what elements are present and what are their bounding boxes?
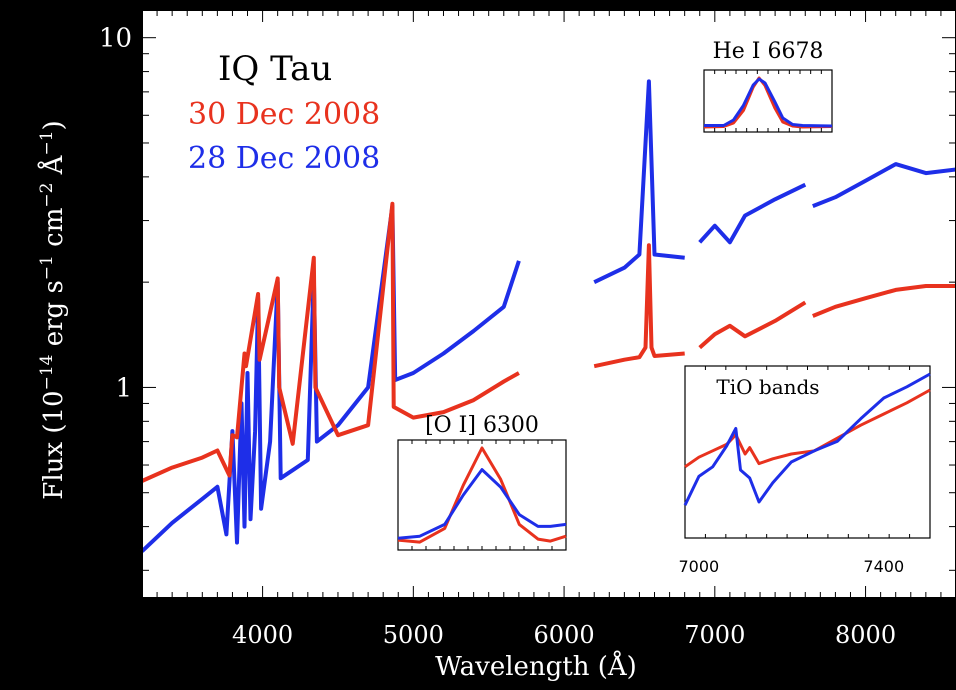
x-tick-label: 6000 bbox=[534, 621, 595, 649]
inset-tick-label: 6320 bbox=[524, 570, 565, 589]
object-label: IQ Tau bbox=[218, 49, 332, 89]
series-line-30-dec-2008-seg-0 bbox=[141, 201, 520, 483]
inset-frame bbox=[703, 69, 833, 133]
inset-tick-label: 6280 bbox=[399, 570, 440, 589]
series-line-30-dec-2008-seg-2 bbox=[698, 300, 807, 350]
inset-panels: He I 6678 6660 6700 [O I] 6300 6280 6320 TiO b… bbox=[397, 39, 931, 589]
y-tick-label: 10 bbox=[99, 24, 132, 54]
inset-tick-label: 6700 bbox=[782, 147, 823, 166]
inset-tick-label: 7400 bbox=[863, 557, 904, 576]
inset-title: TiO bands bbox=[716, 375, 819, 399]
y-tick-label: 1 bbox=[115, 373, 132, 403]
legend-entry-blue: 28 Dec 2008 bbox=[188, 141, 380, 176]
series-line-28-dec-2008-seg-1 bbox=[593, 79, 685, 285]
series-line-30-dec-2008-seg-3 bbox=[812, 284, 956, 318]
inset-line-30-dec-2008 bbox=[684, 388, 931, 469]
inset-2: TiO bands 7000 7400 bbox=[679, 365, 931, 576]
x-tick-label: 4000 bbox=[232, 621, 293, 649]
inset-tick-label: 7000 bbox=[679, 557, 720, 576]
x-axis-label: Wavelength (Å) bbox=[435, 650, 637, 682]
series-line-28-dec-2008-seg-2 bbox=[698, 182, 807, 245]
inset-line-30-dec-2008 bbox=[397, 446, 567, 544]
tick-labels: 4000 5000 6000 7000 8000 1 10 bbox=[99, 24, 896, 649]
y-axis-label: Flux (10−14 erg s−1 cm−2 Å−1) bbox=[37, 120, 69, 499]
inset-title: He I 6678 bbox=[713, 39, 824, 64]
x-tick-label: 7000 bbox=[684, 621, 745, 649]
inset-tick-label: 6660 bbox=[703, 147, 744, 166]
x-tick-label: 8000 bbox=[835, 621, 896, 649]
inset-line-28-dec-2008 bbox=[704, 77, 833, 128]
legend-entry-red: 30 Dec 2008 bbox=[188, 97, 380, 132]
inset-line-28-dec-2008 bbox=[397, 468, 567, 540]
inset-1: [O I] 6300 6280 6320 bbox=[397, 413, 567, 589]
main-series-group bbox=[140, 79, 956, 553]
axis-ticks bbox=[142, 10, 956, 598]
inset-line-28-dec-2008 bbox=[683, 372, 931, 506]
series-line-30-dec-2008-seg-1 bbox=[593, 243, 685, 369]
inset-0: He I 6678 6660 6700 bbox=[703, 39, 833, 166]
x-tick-label: 5000 bbox=[383, 621, 444, 649]
series-line-28-dec-2008-seg-3 bbox=[812, 162, 956, 208]
inset-title: [O I] 6300 bbox=[425, 413, 539, 438]
